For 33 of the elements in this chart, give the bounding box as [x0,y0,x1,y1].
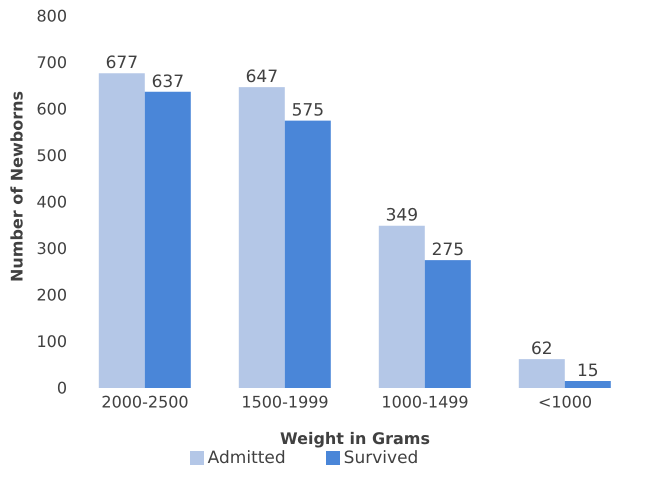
y-axis-title: Number of Newborns [8,90,27,282]
y-tick-label: 400 [36,192,67,212]
data-label: 637 [152,72,184,92]
data-label: 575 [292,100,324,121]
bar [564,381,611,388]
data-label: 349 [386,206,418,226]
bar [424,260,471,388]
bar [518,359,565,388]
bar [144,92,191,388]
y-tick-label: 200 [36,286,67,305]
data-label: 677 [106,53,138,74]
data-label: 647 [246,67,278,88]
y-tick-label: 0 [56,378,67,398]
y-tick-label: 500 [36,146,67,166]
bar [284,120,331,388]
y-tick-label: 800 [36,6,67,26]
x-tick-label: <1000 [538,392,592,412]
y-tick-label: 100 [36,332,67,352]
x-tick-label: 2000-2500 [101,392,189,412]
legend-label: Survived [344,448,418,468]
x-axis-title: Weight in Grams [280,429,430,448]
y-tick-label: 600 [36,100,67,119]
data-label: 275 [432,240,464,260]
bar [98,73,145,388]
bar [378,226,425,388]
y-tick-label: 300 [36,239,67,258]
y-tick-label: 700 [36,53,67,72]
x-tick-label: 1500-1999 [241,392,329,412]
legend-label: Admitted [208,448,286,468]
bar [238,87,285,388]
x-tick-label: 1000-1499 [381,392,469,412]
data-label: 62 [530,339,553,360]
data-label: 15 [576,361,599,382]
